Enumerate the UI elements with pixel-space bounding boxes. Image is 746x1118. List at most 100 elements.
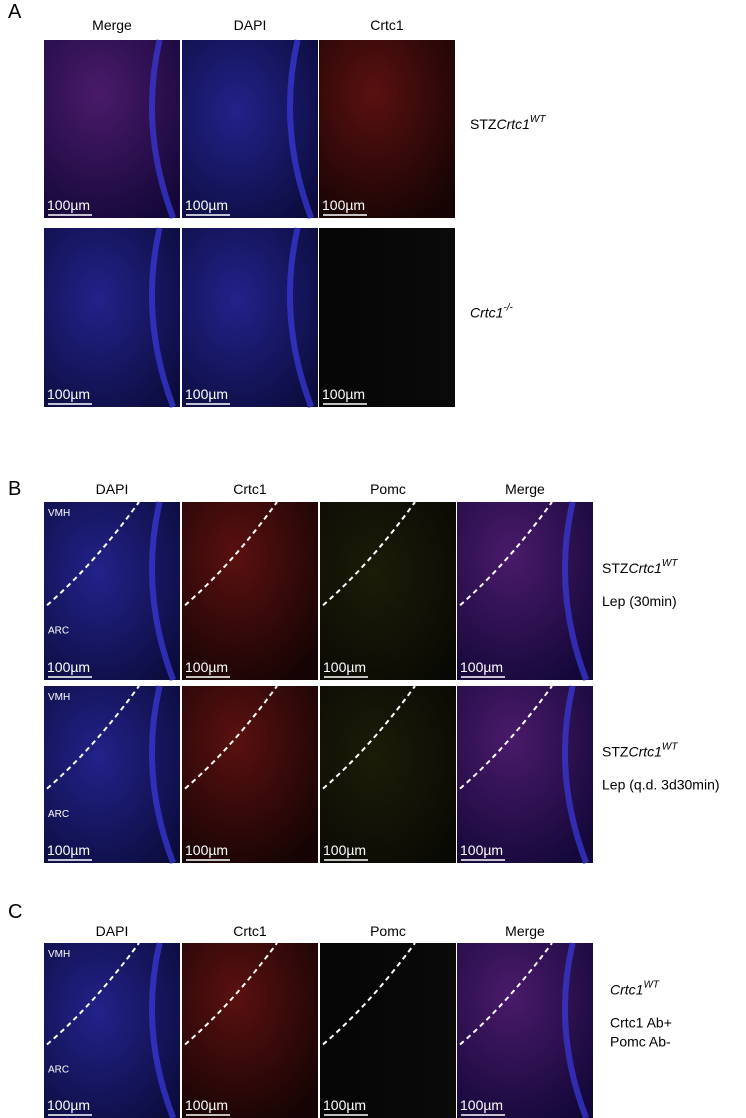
scale-bar-label: 100µm xyxy=(47,659,90,675)
column-header: Merge xyxy=(505,481,545,497)
row-label-gene: Crtc1 xyxy=(628,560,661,576)
micrograph xyxy=(182,502,318,680)
column-header: DAPI xyxy=(96,481,129,497)
row-label-sup: WT xyxy=(662,558,678,569)
row-label-prefix: STZ xyxy=(470,116,497,132)
row-label-gene: Crtc1 xyxy=(470,305,503,321)
scale-bar-label: 100µm xyxy=(460,1097,503,1113)
scale-bar-label: 100µm xyxy=(323,659,366,675)
row-label-gene: Crtc1 xyxy=(496,116,529,132)
tissue-edge xyxy=(561,501,590,682)
micrograph xyxy=(319,228,455,407)
scale-bar-label: 100µm xyxy=(185,386,228,402)
micrograph xyxy=(44,502,180,680)
tissue-edge xyxy=(148,942,176,1118)
region-boundary xyxy=(184,685,278,790)
column-header: Merge xyxy=(505,923,545,939)
region-boundary xyxy=(459,501,553,606)
row-note: Lep (q.d. 3d30min) xyxy=(602,777,720,793)
region-boundary xyxy=(46,685,140,790)
region-boundary xyxy=(46,501,140,606)
tissue-edge xyxy=(148,39,177,220)
micrograph xyxy=(182,943,318,1118)
region-boundary xyxy=(322,501,416,606)
scale-bar-label: 100µm xyxy=(47,197,90,213)
row-label: STZCrtc1WT xyxy=(602,742,678,760)
scale-bar-label: 100µm xyxy=(460,659,503,675)
region-label: ARC xyxy=(48,626,69,637)
tissue-edge xyxy=(561,685,590,865)
panel-label: A xyxy=(8,1,22,23)
region-boundary xyxy=(46,942,140,1046)
region-boundary xyxy=(459,685,553,790)
row-label-prefix: STZ xyxy=(602,560,629,576)
column-header: Pomc xyxy=(370,923,406,939)
micrograph xyxy=(319,40,455,218)
region-boundary xyxy=(322,942,416,1046)
row-label-gene: Crtc1 xyxy=(628,744,661,760)
micrograph xyxy=(182,686,318,863)
micrograph xyxy=(44,686,180,863)
region-boundary xyxy=(459,942,553,1046)
scale-bar-label: 100µm xyxy=(323,1097,366,1113)
region-label: ARC xyxy=(48,809,69,820)
micrograph xyxy=(44,943,180,1118)
micrograph xyxy=(44,228,180,407)
tissue-edge xyxy=(561,942,589,1118)
scale-bar-label: 100µm xyxy=(185,1097,228,1113)
tissue-edge xyxy=(286,39,315,220)
micrograph xyxy=(457,502,593,680)
row-label: STZCrtc1WT xyxy=(470,114,546,132)
column-header: Merge xyxy=(92,17,132,33)
region-boundary xyxy=(184,501,278,606)
column-header: Crtc1 xyxy=(233,481,267,497)
tissue-edge xyxy=(286,227,315,409)
column-header: Crtc1 xyxy=(233,923,267,939)
column-header: Crtc1 xyxy=(370,17,404,33)
panel-label: C xyxy=(8,901,22,923)
panel-label: B xyxy=(8,478,21,500)
row-label-prefix: STZ xyxy=(602,744,629,760)
micrograph xyxy=(457,686,593,863)
column-header: DAPI xyxy=(234,17,267,33)
tissue-edge xyxy=(148,685,177,865)
scale-bar-label: 100µm xyxy=(323,842,366,858)
row-label: STZCrtc1WT xyxy=(602,558,678,576)
micrograph xyxy=(182,40,318,218)
scale-bar-label: 100µm xyxy=(322,197,365,213)
scale-bar-label: 100µm xyxy=(185,659,228,675)
scale-bar-label: 100µm xyxy=(47,1097,90,1113)
region-label: VMH xyxy=(48,949,70,960)
row-label-sup: WT xyxy=(643,980,659,991)
scale-bar-label: 100µm xyxy=(47,842,90,858)
micrograph xyxy=(457,943,593,1118)
scale-bar-label: 100µm xyxy=(185,842,228,858)
region-label: VMH xyxy=(48,692,70,703)
row-label-sup: -/- xyxy=(503,303,513,314)
micrograph xyxy=(320,502,456,680)
region-boundary xyxy=(184,942,278,1046)
row-label-sup: WT xyxy=(530,114,546,125)
row-note: Crtc1 Ab+ xyxy=(610,1015,672,1031)
column-header: DAPI xyxy=(96,923,129,939)
region-label: VMH xyxy=(48,508,70,519)
row-label-sup: WT xyxy=(662,742,678,753)
scale-bar-label: 100µm xyxy=(460,842,503,858)
micrograph xyxy=(44,40,180,218)
tissue-edge xyxy=(148,227,177,409)
row-label: Crtc1-/- xyxy=(470,303,514,321)
scale-bar-label: 100µm xyxy=(47,386,90,402)
region-label: ARC xyxy=(48,1065,69,1076)
micrograph xyxy=(320,943,456,1118)
scale-bar-label: 100µm xyxy=(322,386,365,402)
scale-bar-label: 100µm xyxy=(185,197,228,213)
column-header: Pomc xyxy=(370,481,406,497)
row-note: Pomc Ab- xyxy=(610,1034,671,1050)
row-label-gene: Crtc1 xyxy=(610,982,643,998)
region-boundary xyxy=(322,685,416,790)
tissue-edge xyxy=(148,501,177,682)
row-label: Crtc1WT xyxy=(610,980,660,998)
row-note: Lep (30min) xyxy=(602,593,677,609)
micrograph xyxy=(320,686,456,863)
